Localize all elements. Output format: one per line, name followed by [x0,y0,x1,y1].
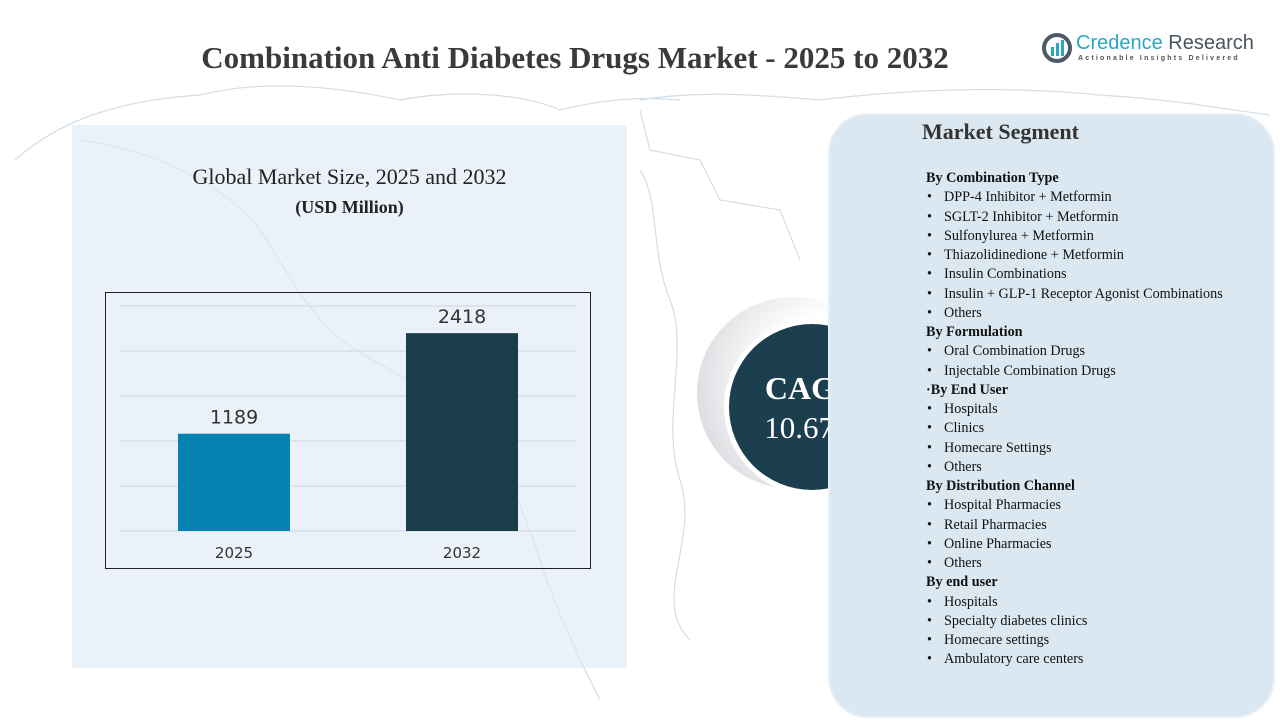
bar-2032 [406,333,518,531]
segment-item: Ambulatory care centers [926,650,1223,670]
logo-name: Credence Research [1076,32,1254,55]
page-title: Combination Anti Diabetes Drugs Market -… [201,40,949,75]
logo-name-part1: Credence [1076,32,1163,54]
segment-list: By Combination Type DPP-4 Inhibitor + Met… [926,169,1223,670]
segment-item: Sulfonylurea + Metformin [926,227,1223,247]
segment-heading: By Distribution Channel [926,478,1076,494]
segment-item: Homecare Settings [926,439,1223,459]
credence-research-logo: Credence Research Actionable Insights De… [1040,30,1260,70]
data-label: 2418 [438,306,486,328]
bar-2025 [178,433,290,531]
segment-item: Insulin Combinations [926,265,1223,285]
segment-heading: By Combination Type [926,170,1059,186]
chart-frame [105,292,591,569]
segment-item: Others [926,458,1223,478]
x-tick-label: 2032 [443,544,481,562]
segment-item: Clinics [926,419,1223,439]
segment-item: Hospital Pharmacies [926,496,1223,516]
logo-tagline: Actionable Insights Delivered [1078,55,1240,62]
segment-heading: By Formulation [926,324,1023,340]
segment-item: SGLT-2 Inhibitor + Metformin [926,208,1223,228]
logo-chart-icon [1042,33,1072,63]
segment-item: DPP-4 Inhibitor + Metformin [926,188,1223,208]
segment-item: Retail Pharmacies [926,516,1223,536]
chart-subtitle: (USD Million) [295,197,404,217]
bar-chart: 1189 2025 2418 2032 [120,305,576,562]
data-label: 1189 [210,407,258,429]
segment-item: Specialty diabetes clinics [926,612,1223,632]
segment-item: Insulin + GLP-1 Receptor Agonist Combina… [926,285,1223,305]
segment-item: Others [926,304,1223,324]
segment-heading: ·By End User [926,381,1008,398]
segment-item: Oral Combination Drugs [926,342,1223,362]
segment-item: Homecare settings [926,631,1223,651]
segment-heading: By end user [926,574,998,591]
segment-item: Hospitals [926,593,1223,613]
segment-item: Online Pharmacies [926,535,1223,555]
logo-name-part2: Research [1168,32,1254,54]
segment-item: Injectable Combination Drugs [926,362,1223,382]
x-tick-label: 2025 [215,544,253,562]
segment-item: Hospitals [926,400,1223,420]
market-segment-title: Market Segment [921,119,1079,144]
segment-item: Others [926,554,1223,574]
segment-item: Thiazolidinedione + Metformin [926,246,1223,266]
chart-title: Global Market Size, 2025 and 2032 [192,164,507,189]
